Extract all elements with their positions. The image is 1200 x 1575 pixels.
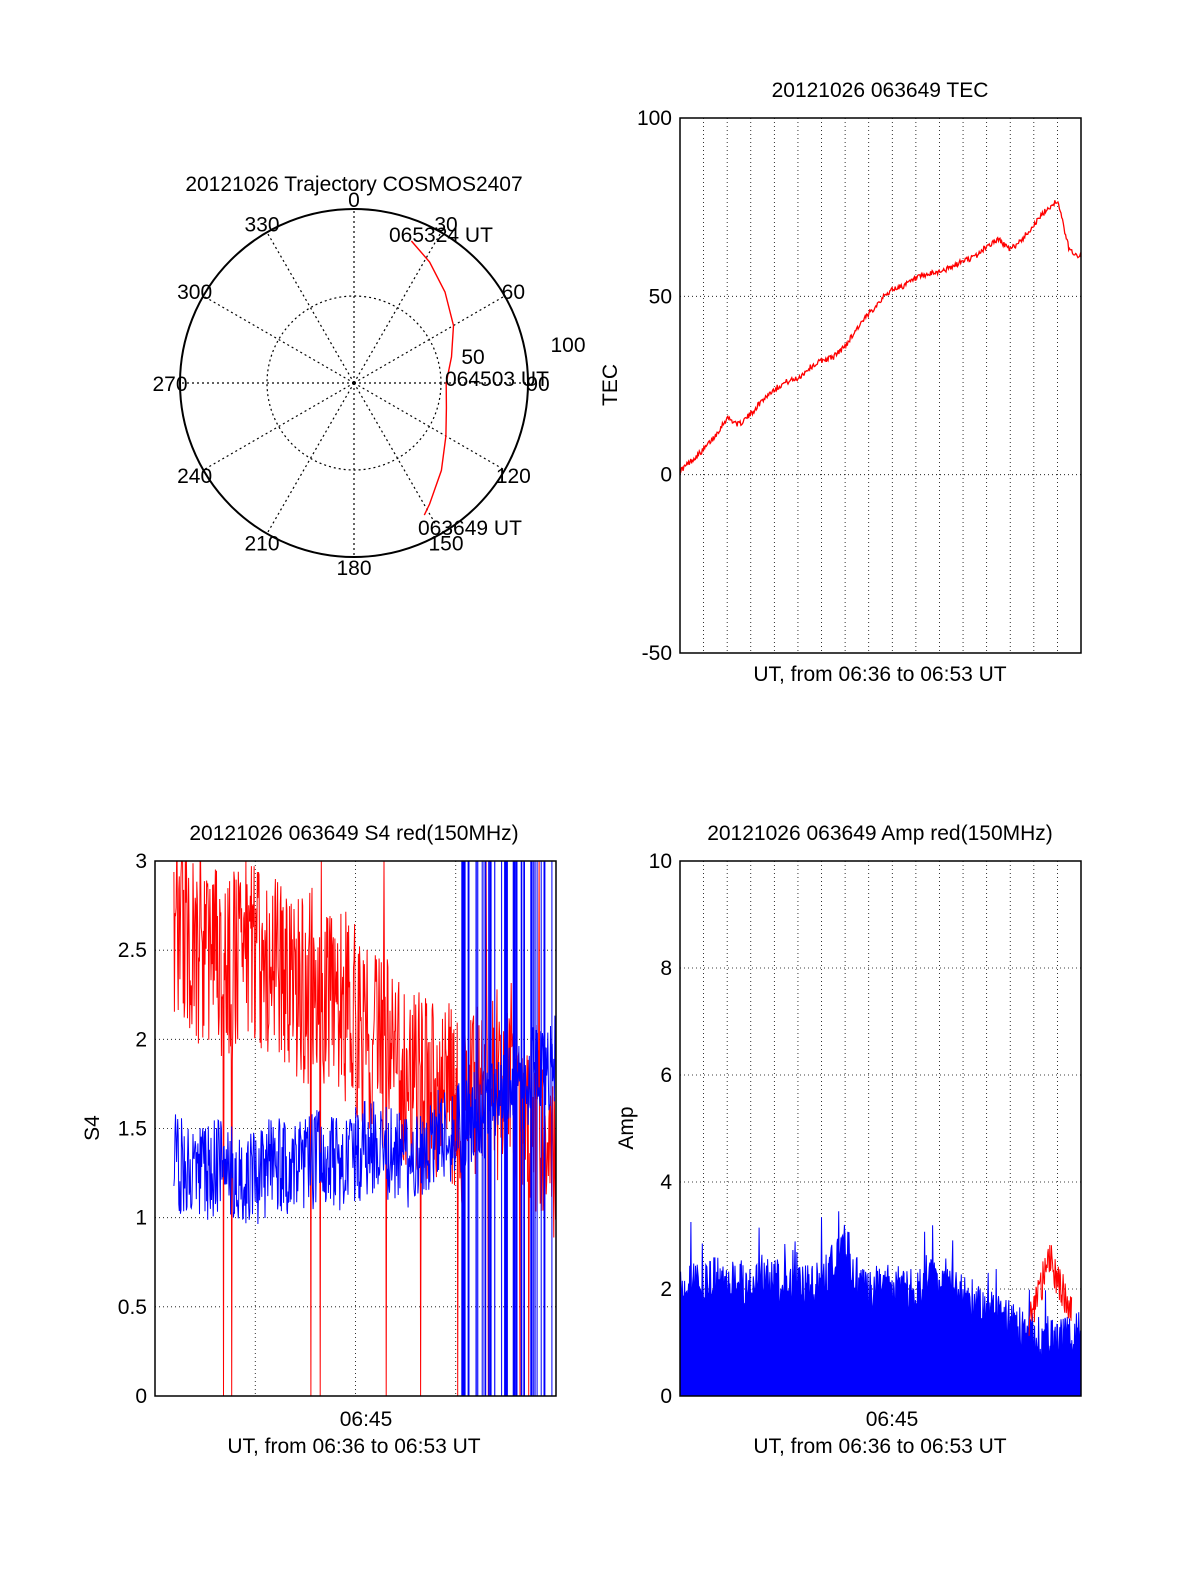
amp-blue-series-fill [679, 1211, 1082, 1397]
polar-azimuth-label: 180 [336, 557, 371, 580]
tec-axes-box [679, 117, 1082, 654]
y-tick-label: -50 [642, 642, 672, 665]
amp-x-axis-label: UT, from 06:36 to 06:53 UT [753, 1435, 1006, 1458]
y-tick-label: 2.5 [118, 939, 147, 962]
polar-annotation-end: 065324 UT [389, 224, 493, 247]
tec-y-axis-label: TEC [599, 364, 622, 406]
polar-azimuth-label: 330 [244, 214, 279, 237]
polar-outer-ring [179, 208, 529, 558]
y-tick-label: 0 [135, 1385, 147, 1408]
polar-azimuth-label: 30 [434, 214, 457, 237]
polar-spoke [353, 295, 505, 384]
s4-axes-box [154, 860, 557, 1397]
tec-series-line [679, 200, 1082, 475]
y-tick-label: 2 [135, 1028, 147, 1051]
s4-blue-series-line [173, 861, 557, 1396]
polar-spoke [266, 382, 355, 534]
polar-azimuth-label: 60 [502, 281, 525, 304]
amp-axes-box [679, 860, 1082, 1397]
polar-azimuth-label: 270 [152, 373, 187, 396]
y-tick-label: 6 [660, 1064, 672, 1087]
polar-title: 20121026 Trajectory COSMOS2407 [185, 173, 522, 196]
y-tick-label: 2 [660, 1278, 672, 1301]
polar-spoke [266, 232, 355, 384]
polar-azimuth-label: 120 [496, 465, 531, 488]
y-tick-label: 10 [649, 850, 672, 873]
s4-y-tick-labels: 3 2.5 2 1.5 1 0.5 0 [118, 850, 147, 1408]
y-tick-label: 0 [660, 464, 672, 487]
y-tick-label: 4 [660, 1171, 672, 1194]
polar-trajectory-line [410, 240, 455, 516]
s4-title: 20121026 063649 S4 red(150MHz) [189, 822, 518, 845]
y-tick-label: 1.5 [118, 1118, 147, 1141]
tec-y-tick-labels: 100 50 0 -50 [637, 107, 672, 665]
amp-panel: 20121026 063649 Amp red(150MHz) 1086420 … [615, 822, 1082, 1458]
polar-annotation-start: 063649 UT [418, 517, 522, 540]
tec-title: 20121026 063649 TEC [772, 79, 989, 102]
polar-radial-label-50: 50 [461, 346, 484, 369]
polar-azimuth-label: 0 [348, 189, 360, 212]
tec-gridlines [680, 118, 1081, 653]
y-tick-label: 0.5 [118, 1296, 147, 1319]
amp-x-tick-label: 06:45 [866, 1408, 919, 1431]
amp-y-axis-label: Amp [615, 1106, 638, 1149]
amp-red-series-line [1028, 1244, 1073, 1336]
tec-panel: 20121026 063649 TEC 100 50 0 -50 UT, from 0… [599, 79, 1082, 686]
polar-azimuth-label: 300 [177, 281, 212, 304]
y-tick-label: 0 [660, 1385, 672, 1408]
s4-y-axis-label: S4 [81, 1115, 104, 1141]
y-tick-label: 50 [649, 285, 672, 308]
polar-spoke [203, 382, 355, 471]
amp-title: 20121026 063649 Amp red(150MHz) [707, 822, 1053, 845]
amp-y-tick-labels: 10 8 6 4 2 0 [649, 850, 673, 1408]
polar-spoke [353, 382, 505, 471]
polar-panel: 20121026 Trajectory COSMOS2407 0 30 60 90 12… [152, 173, 585, 580]
polar-spoke [353, 232, 442, 384]
y-tick-label: 8 [660, 957, 672, 980]
y-tick-label: 3 [135, 850, 147, 873]
s4-panel: 20121026 063649 S4 red(150MHz) 3 2.5 2 1.5 1… [81, 822, 557, 1458]
y-tick-label: 100 [637, 107, 672, 130]
polar-spoke [203, 295, 355, 384]
polar-azimuth-label: 210 [244, 532, 279, 555]
polar-spoke [353, 382, 442, 534]
s4-x-tick-label: 06:45 [340, 1408, 393, 1431]
polar-radial-label-100: 100 [550, 334, 585, 357]
s4-x-axis-label: UT, from 06:36 to 06:53 UT [227, 1435, 480, 1458]
polar-azimuth-label: 240 [177, 465, 212, 488]
polar-azimuth-label: 150 [428, 532, 463, 555]
y-tick-label: 1 [135, 1207, 147, 1230]
polar-grid [179, 208, 529, 558]
polar-azimuth-label: 90 [526, 373, 549, 396]
tec-x-axis-label: UT, from 06:36 to 06:53 UT [753, 663, 1006, 686]
polar-annotation-mid: 064503 UT [445, 368, 549, 391]
